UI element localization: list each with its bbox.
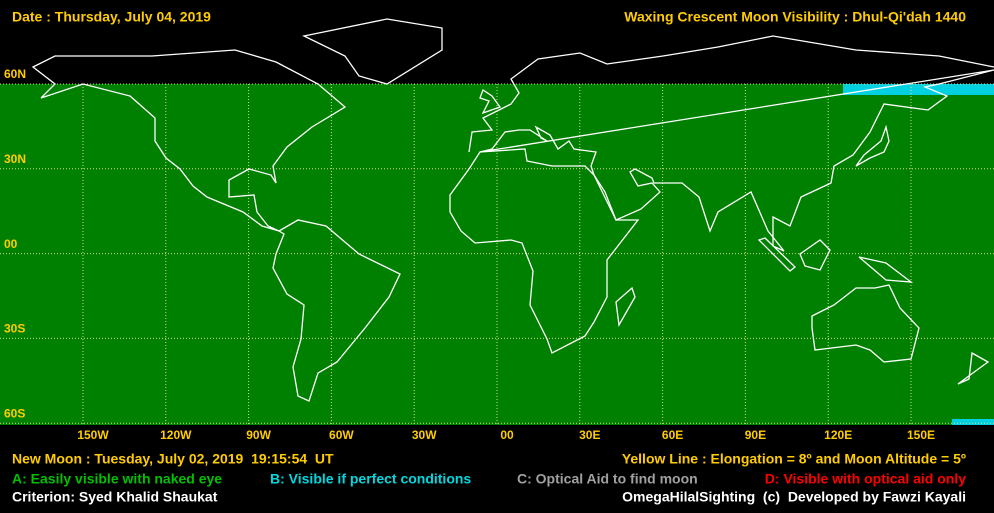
longitude-label: 90W xyxy=(246,428,271,442)
latitude-label: 60S xyxy=(4,406,25,420)
africa xyxy=(449,148,640,354)
latitude-label: 30N xyxy=(4,152,26,166)
japan xyxy=(855,124,890,167)
longitude-label: 00 xyxy=(500,428,514,442)
coastlines xyxy=(31,18,994,402)
visibility-zone-b xyxy=(843,84,994,95)
visibility-zone-b xyxy=(952,419,994,425)
legend-c: C: Optical Aid to find moon xyxy=(517,471,698,487)
yellow-line-note: Yellow Line : Elongation = 8º and Moon A… xyxy=(622,451,966,467)
credit: OmegaHilalSighting (c) Developed by Fawz… xyxy=(622,489,966,505)
latitude-label: 00 xyxy=(4,237,18,251)
title: Waxing Crescent Moon Visibility : Dhul-Q… xyxy=(624,9,966,25)
borneo xyxy=(799,239,831,271)
australia xyxy=(811,284,920,363)
new-moon: New Moon : Tuesday, July 02, 2019 19:15:… xyxy=(12,451,334,467)
sumatra xyxy=(757,237,796,272)
new-zealand xyxy=(957,351,990,385)
south-america xyxy=(272,219,401,402)
criterion: Criterion: Syed Khalid Shaukat xyxy=(12,489,218,505)
legend-d: D: Visible with optical aid only xyxy=(765,471,966,487)
longitude-label: 30W xyxy=(412,428,437,442)
latitude-label: 60N xyxy=(4,67,26,81)
date: Date : Thursday, July 04, 2019 xyxy=(12,9,211,25)
new-guinea xyxy=(858,256,914,283)
longitude-label: 60E xyxy=(662,428,683,442)
longitude-label: 150W xyxy=(77,428,109,442)
axis-labels: 60N 30N 00 30S 60S 150W 120W 90W 60W 30W 00 30E 60E 9… xyxy=(4,67,935,442)
latitude-label: 30S xyxy=(4,322,25,336)
longitude-label: 120W xyxy=(160,428,192,442)
north-america xyxy=(31,49,347,232)
legend-a: A: Easily visible with naked eye xyxy=(12,471,222,487)
madagascar xyxy=(615,286,636,328)
great-britain xyxy=(479,89,502,115)
longitude-label: 150E xyxy=(907,428,935,442)
longitude-label: 90E xyxy=(745,428,766,442)
greenland xyxy=(301,18,443,85)
longitude-label: 60W xyxy=(329,428,354,442)
eurasia xyxy=(468,35,994,252)
legend-b: B: Visible if perfect conditions xyxy=(270,471,471,487)
longitude-label: 120E xyxy=(824,428,852,442)
longitude-label: 30E xyxy=(579,428,600,442)
